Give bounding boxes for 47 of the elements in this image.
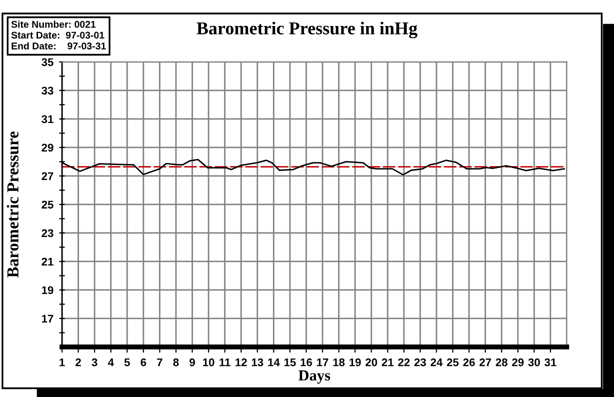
y-tick-label: 29 bbox=[42, 144, 54, 152]
x-tick-label: 30 bbox=[528, 358, 540, 366]
y-axis-title: Barometric Pressure bbox=[6, 132, 19, 278]
y-tick-label: 27 bbox=[42, 172, 54, 180]
x-tick-label: 5 bbox=[124, 358, 130, 366]
text: Site Number: 0021 bbox=[11, 20, 96, 28]
x-tick-label: 14 bbox=[268, 358, 280, 366]
x-tick-label: 28 bbox=[496, 358, 508, 366]
x-tick-label: 7 bbox=[157, 358, 162, 366]
x-tick-label: 15 bbox=[284, 358, 296, 366]
x-tick-label: 23 bbox=[414, 358, 426, 366]
x-tick-label: 10 bbox=[203, 358, 214, 366]
x-tick-label: 25 bbox=[446, 358, 459, 366]
y-tick-label: 33 bbox=[42, 86, 54, 95]
x-tick-label: 6 bbox=[140, 358, 146, 366]
chart-title: Barometric Pressure in inHg bbox=[196, 22, 418, 38]
x-tick-label: 27 bbox=[480, 358, 492, 366]
x-tick-label: 19 bbox=[350, 358, 361, 366]
text: End Date: 97-03-31 bbox=[12, 42, 106, 50]
x-tick-label: 11 bbox=[220, 358, 230, 366]
y-tick-label: 35 bbox=[42, 58, 54, 66]
x-tick-label: 8 bbox=[173, 358, 179, 366]
x-tick-label: 1 bbox=[60, 358, 65, 366]
x-tick-label: 29 bbox=[512, 358, 524, 366]
x-tick-label: 9 bbox=[190, 358, 195, 366]
x-tick-label: 13 bbox=[252, 358, 264, 366]
y-tick-label: 21 bbox=[42, 258, 54, 266]
text: Start Date: 97-03-01 bbox=[11, 32, 104, 39]
y-tick-label: 25 bbox=[42, 200, 54, 209]
x-tick-label: 12 bbox=[236, 358, 247, 366]
x-tick-label: 31 bbox=[544, 358, 556, 366]
x-tick-label: 21 bbox=[382, 358, 394, 366]
x-axis-title: Days bbox=[298, 370, 330, 384]
x-tick-label: 22 bbox=[398, 358, 410, 366]
y-tick-label: 23 bbox=[42, 229, 54, 238]
y-tick-label: 31 bbox=[42, 115, 54, 124]
x-tick-label: 24 bbox=[430, 358, 443, 366]
x-tick-label: 3 bbox=[92, 358, 98, 366]
x-tick-label: 17 bbox=[317, 358, 328, 366]
x-tick-label: 16 bbox=[300, 358, 312, 366]
y-tick-label: 17 bbox=[42, 314, 54, 322]
x-tick-label: 2 bbox=[76, 358, 81, 366]
x-tick-label: 4 bbox=[108, 358, 114, 366]
x-tick-label: 26 bbox=[463, 358, 475, 366]
y-tick-label: 19 bbox=[42, 286, 54, 294]
x-tick-label: 20 bbox=[366, 358, 378, 366]
x-tick-label: 18 bbox=[333, 358, 345, 366]
